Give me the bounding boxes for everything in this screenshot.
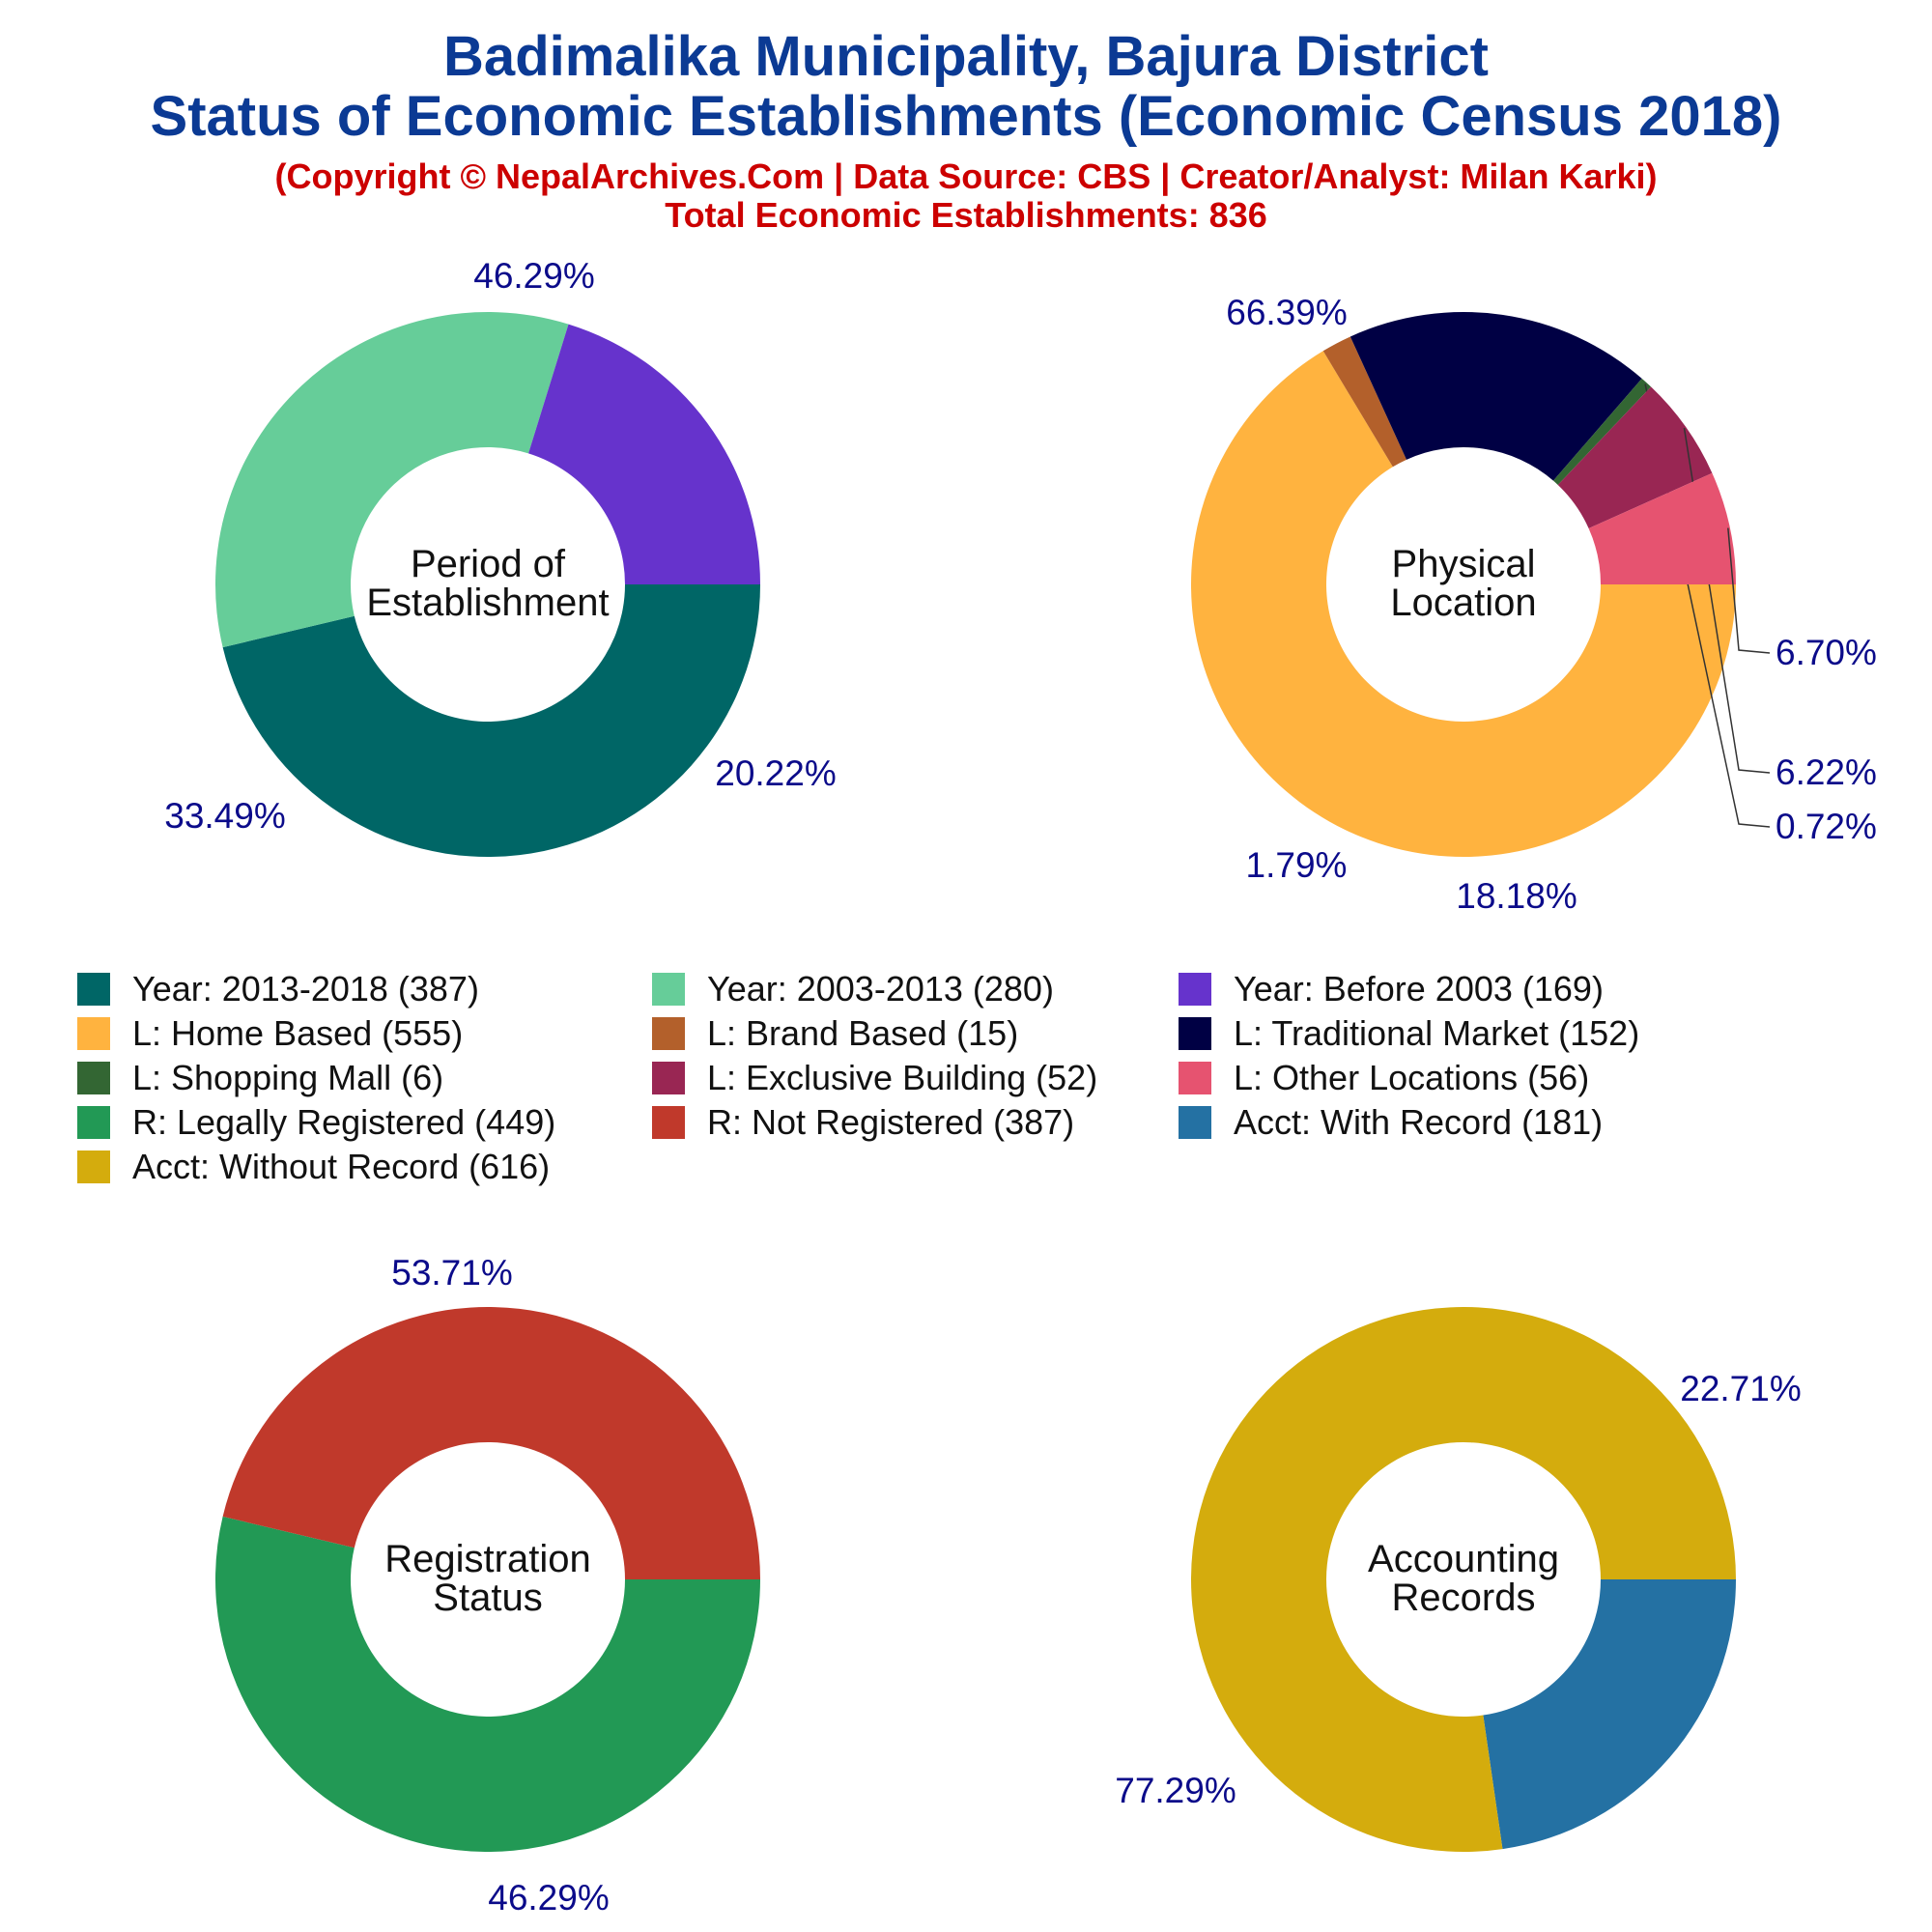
center-label-accounting-line-1: Accounting (1368, 1538, 1559, 1580)
legend-swatch (77, 1062, 110, 1094)
legend-item: L: Brand Based (15) (652, 1013, 1018, 1053)
center-label-registration-line-2: Status (433, 1577, 542, 1619)
center-label-registration-line-1: Registration (384, 1538, 590, 1580)
legend-item: R: Legally Registered (449) (77, 1102, 555, 1142)
legend-swatch (1179, 1106, 1211, 1139)
legend: Year: 2013-2018 (387) Year: 2003-2013 (28… (77, 969, 1639, 1186)
legend-item: Acct: With Record (181) (1179, 1102, 1603, 1142)
slice-legally-registered-percent-label: 53.71% (391, 1253, 513, 1293)
legend-item: L: Home Based (555) (77, 1013, 463, 1053)
donut-physical-location: 66.39% 1.79% 18.18% 0.72% 6.22% 6.70% Physical… (1191, 293, 1877, 916)
legend-item: Acct: Without Record (616) (77, 1147, 550, 1186)
legend-swatch (1179, 1062, 1211, 1094)
center-label-accounting-line-2: Records (1392, 1577, 1536, 1619)
slice-with-record-percent-label: 22.71% (1680, 1369, 1802, 1408)
slice-traditional-market-percent-label: 18.18% (1456, 876, 1577, 916)
donut-charts: 46.29% 33.49% 20.22% Period ofEstablishment… (164, 256, 1877, 1918)
legend-swatch (652, 1106, 685, 1139)
slice-exclusive-building-percent-label: 6.22% (1776, 753, 1877, 792)
legend-label: Year: 2013-2018 (387) (132, 969, 479, 1009)
chart-title-line-2: Status of Economic Establishments (Econo… (151, 85, 1782, 148)
legend-label: Year: Before 2003 (169) (1234, 969, 1604, 1009)
legend-item: L: Shopping Mall (6) (77, 1058, 443, 1097)
legend-label: Acct: Without Record (616) (132, 1147, 550, 1186)
legend-label: L: Shopping Mall (6) (132, 1058, 443, 1097)
legend-swatch (652, 1017, 685, 1050)
legend-swatch (1179, 1017, 1211, 1050)
slice-period-2013-2018 (222, 584, 761, 857)
legend-swatch (1179, 973, 1211, 1006)
legend-swatch (652, 1062, 685, 1094)
legend-item: L: Exclusive Building (52) (652, 1058, 1097, 1097)
slice-without-record-percent-label: 77.29% (1115, 1771, 1236, 1810)
slice-brand-based-percent-label: 1.79% (1246, 845, 1348, 885)
center-label-period-line-2: Establishment (366, 582, 609, 624)
legend-label: L: Home Based (555) (132, 1013, 463, 1053)
legend-label: Year: 2003-2013 (280) (707, 969, 1054, 1009)
slice-without-record (1191, 1306, 1736, 1852)
chart-header: Badimalika Municipality, Bajura District… (151, 25, 1782, 235)
legend-label: R: Legally Registered (449) (132, 1102, 555, 1142)
legend-swatch (77, 1106, 110, 1139)
chart-title-line-1: Badimalika Municipality, Bajura District (443, 25, 1489, 88)
slice-other-locations-percent-label: 6.70% (1776, 633, 1877, 672)
center-label-period-line-1: Period of (411, 543, 566, 585)
slice-home-based-percent-label: 66.39% (1226, 293, 1348, 332)
slice-not-registered-percent-label: 46.29% (488, 1878, 610, 1918)
legend-item: L: Other Locations (56) (1179, 1058, 1589, 1097)
slice-not-registered (222, 1307, 761, 1579)
slice-other-locations-leader-line (1727, 527, 1771, 654)
chart-subtitle-line-1: (Copyright © NepalArchives.Com | Data So… (275, 156, 1658, 197)
slice-other-locations (1588, 472, 1736, 584)
legend-swatch (77, 1017, 110, 1050)
center-label-location-line-2: Location (1390, 582, 1536, 624)
legend-swatch (652, 973, 685, 1006)
center-label-location-line-1: Physical (1392, 543, 1536, 585)
chart-subtitle-line-2: Total Economic Establishments: 836 (665, 195, 1267, 235)
legend-label: L: Other Locations (56) (1234, 1058, 1589, 1097)
slice-brand-based (1322, 336, 1407, 468)
slice-shopping-mall-percent-label: 0.72% (1776, 807, 1877, 846)
slice-period-2013-2018-percent-label: 46.29% (473, 256, 595, 296)
legend-swatch (77, 1151, 110, 1183)
slice-legally-registered (214, 1516, 760, 1853)
slice-period-before-2003 (528, 324, 760, 584)
legend-swatch (77, 973, 110, 1006)
slice-period-before-2003-percent-label: 20.22% (715, 753, 837, 793)
slice-exclusive-building (1557, 386, 1713, 528)
legend-item: Year: Before 2003 (169) (1179, 969, 1604, 1009)
legend-item: R: Not Registered (387) (652, 1102, 1074, 1142)
slice-traditional-market (1350, 312, 1642, 481)
slice-period-2003-2013 (215, 311, 569, 648)
legend-item: Year: 2003-2013 (280) (652, 969, 1054, 1009)
legend-label: L: Traditional Market (152) (1234, 1013, 1639, 1053)
legend-item: L: Traditional Market (152) (1179, 1013, 1639, 1053)
legend-item: Year: 2013-2018 (387) (77, 969, 479, 1009)
legend-label: R: Not Registered (387) (707, 1102, 1074, 1142)
slice-period-2003-2013-percent-label: 33.49% (164, 796, 286, 836)
legend-label: L: Brand Based (15) (707, 1013, 1018, 1053)
slice-shopping-mall (1552, 378, 1652, 485)
legend-label: L: Exclusive Building (52) (707, 1058, 1097, 1097)
slice-home-based (1191, 351, 1736, 857)
slice-with-record (1483, 1579, 1736, 1850)
legend-label: Acct: With Record (181) (1234, 1102, 1603, 1142)
